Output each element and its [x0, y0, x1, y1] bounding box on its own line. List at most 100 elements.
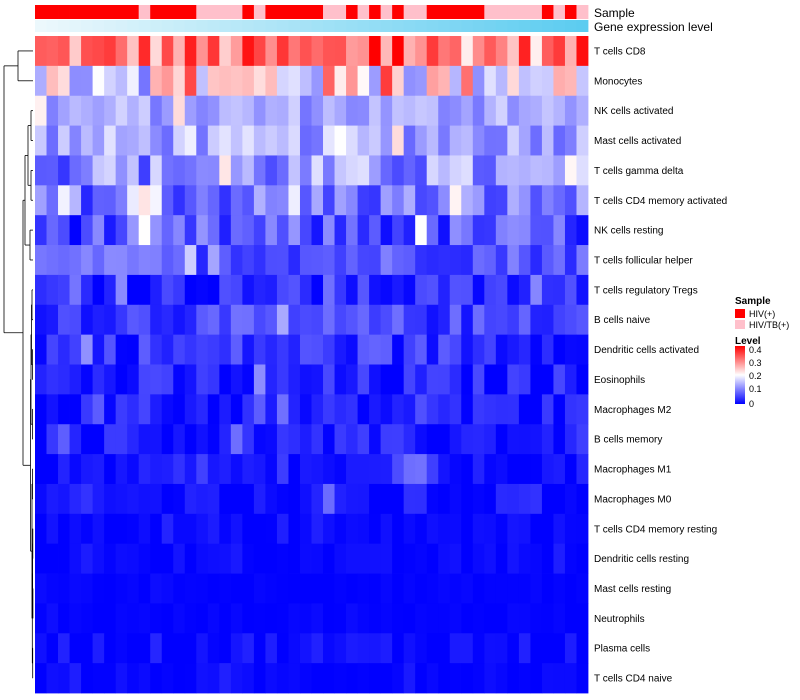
heatmap-cell — [58, 543, 70, 574]
heatmap-cell — [69, 543, 82, 574]
heatmap-cell — [253, 274, 266, 306]
expression-annotation-cell — [461, 20, 474, 32]
heatmap-cell — [518, 304, 531, 336]
heatmap-cell — [127, 274, 140, 306]
heatmap-cell — [530, 633, 543, 664]
heatmap-cell — [507, 394, 520, 425]
heatmap-cell — [369, 65, 382, 97]
heatmap-cell — [392, 155, 405, 186]
heatmap-cell — [184, 245, 197, 276]
heatmap-cell — [553, 65, 566, 97]
heatmap-cell — [242, 274, 255, 306]
heatmap-cell — [518, 513, 531, 545]
heatmap-cell — [403, 394, 416, 425]
heatmap-cell — [530, 215, 543, 246]
heatmap-cell — [369, 125, 382, 156]
expression-annotation-cell — [323, 20, 335, 32]
heatmap-cell — [576, 274, 589, 306]
sample-annotation-cell — [415, 5, 428, 19]
heatmap-cell — [346, 215, 358, 246]
heatmap-cell — [207, 274, 220, 306]
heatmap-cell — [58, 304, 70, 336]
heatmap-cell — [380, 125, 393, 156]
heatmap-cell — [115, 573, 128, 604]
heatmap-cell — [530, 95, 543, 126]
heatmap-cell — [484, 185, 497, 216]
heatmap-cell — [564, 663, 577, 694]
heatmap-cell — [530, 603, 543, 634]
heatmap-cell — [530, 543, 543, 574]
heatmap-cell — [438, 663, 451, 694]
heatmap-cell — [207, 245, 220, 276]
expression-annotation-cell — [150, 20, 163, 32]
row-label: NK cells resting — [594, 226, 663, 237]
heatmap-cell — [449, 65, 462, 97]
heatmap-cell — [357, 364, 370, 395]
row-label: Neutrophils — [594, 614, 645, 625]
heatmap-cell — [403, 245, 416, 276]
heatmap-cell — [472, 215, 485, 246]
heatmap-cell — [518, 155, 531, 186]
row-label: Macrophages M1 — [594, 465, 672, 476]
heatmap-cell — [35, 95, 47, 126]
expression-annotation-cell — [472, 20, 485, 32]
heatmap-cell — [115, 603, 128, 634]
heatmap-cell — [253, 36, 266, 67]
heatmap-cell — [553, 36, 566, 67]
heatmap-cell — [196, 573, 209, 604]
heatmap-cell — [369, 155, 382, 186]
heatmap-cell — [553, 364, 566, 395]
heatmap-cell — [92, 633, 105, 664]
heatmap-cell — [184, 633, 197, 664]
heatmap-cell — [219, 95, 232, 126]
row-label: Monocytes — [594, 76, 642, 87]
heatmap-cell — [346, 543, 358, 574]
heatmap-cell — [127, 543, 140, 574]
heatmap-cell — [346, 274, 358, 306]
heatmap-cell — [334, 304, 347, 336]
heatmap-cell — [357, 513, 370, 545]
heatmap-cell — [230, 185, 243, 216]
heatmap-cell — [230, 513, 243, 545]
heatmap-cell — [173, 95, 186, 126]
heatmap-cell — [553, 215, 566, 246]
expression-annotation-cell — [196, 20, 209, 32]
heatmap-cell — [472, 125, 485, 156]
heatmap-cell — [426, 633, 439, 664]
heatmap-cell — [299, 125, 312, 156]
heatmap-cell — [46, 573, 59, 604]
sample-annotation-cell — [184, 5, 197, 19]
heatmap-cell — [357, 65, 370, 97]
heatmap-cell — [138, 394, 151, 425]
heatmap-cell — [530, 155, 543, 186]
heatmap-cell — [173, 663, 186, 694]
heatmap-cell — [346, 334, 358, 365]
heatmap-cell — [472, 334, 485, 365]
heatmap-cell — [184, 603, 197, 634]
expression-annotation-cell — [553, 20, 566, 32]
heatmap-cell — [323, 334, 335, 365]
heatmap-cell — [334, 274, 347, 306]
heatmap-cell — [449, 215, 462, 246]
heatmap-cell — [461, 125, 474, 156]
heatmap-cell — [461, 424, 474, 455]
heatmap-cell — [150, 424, 163, 455]
heatmap-cell — [173, 364, 186, 395]
heatmap-cell — [530, 185, 543, 216]
heatmap-cell — [507, 215, 520, 246]
heatmap-cell — [138, 245, 151, 276]
heatmap-cell — [104, 364, 117, 395]
row-label: T cells gamma delta — [594, 166, 684, 177]
heatmap-cell — [311, 663, 324, 694]
heatmap-cell — [311, 245, 324, 276]
heatmap-cell — [127, 603, 140, 634]
heatmap-cell — [415, 125, 428, 156]
heatmap-cell — [276, 663, 289, 694]
heatmap-cell — [173, 633, 186, 664]
heatmap-cell — [357, 215, 370, 246]
heatmap-cell — [46, 65, 59, 97]
heatmap-cell — [288, 424, 301, 455]
heatmap-cell — [564, 304, 577, 336]
heatmap-cell — [138, 304, 151, 336]
heatmap-cell — [415, 304, 428, 336]
